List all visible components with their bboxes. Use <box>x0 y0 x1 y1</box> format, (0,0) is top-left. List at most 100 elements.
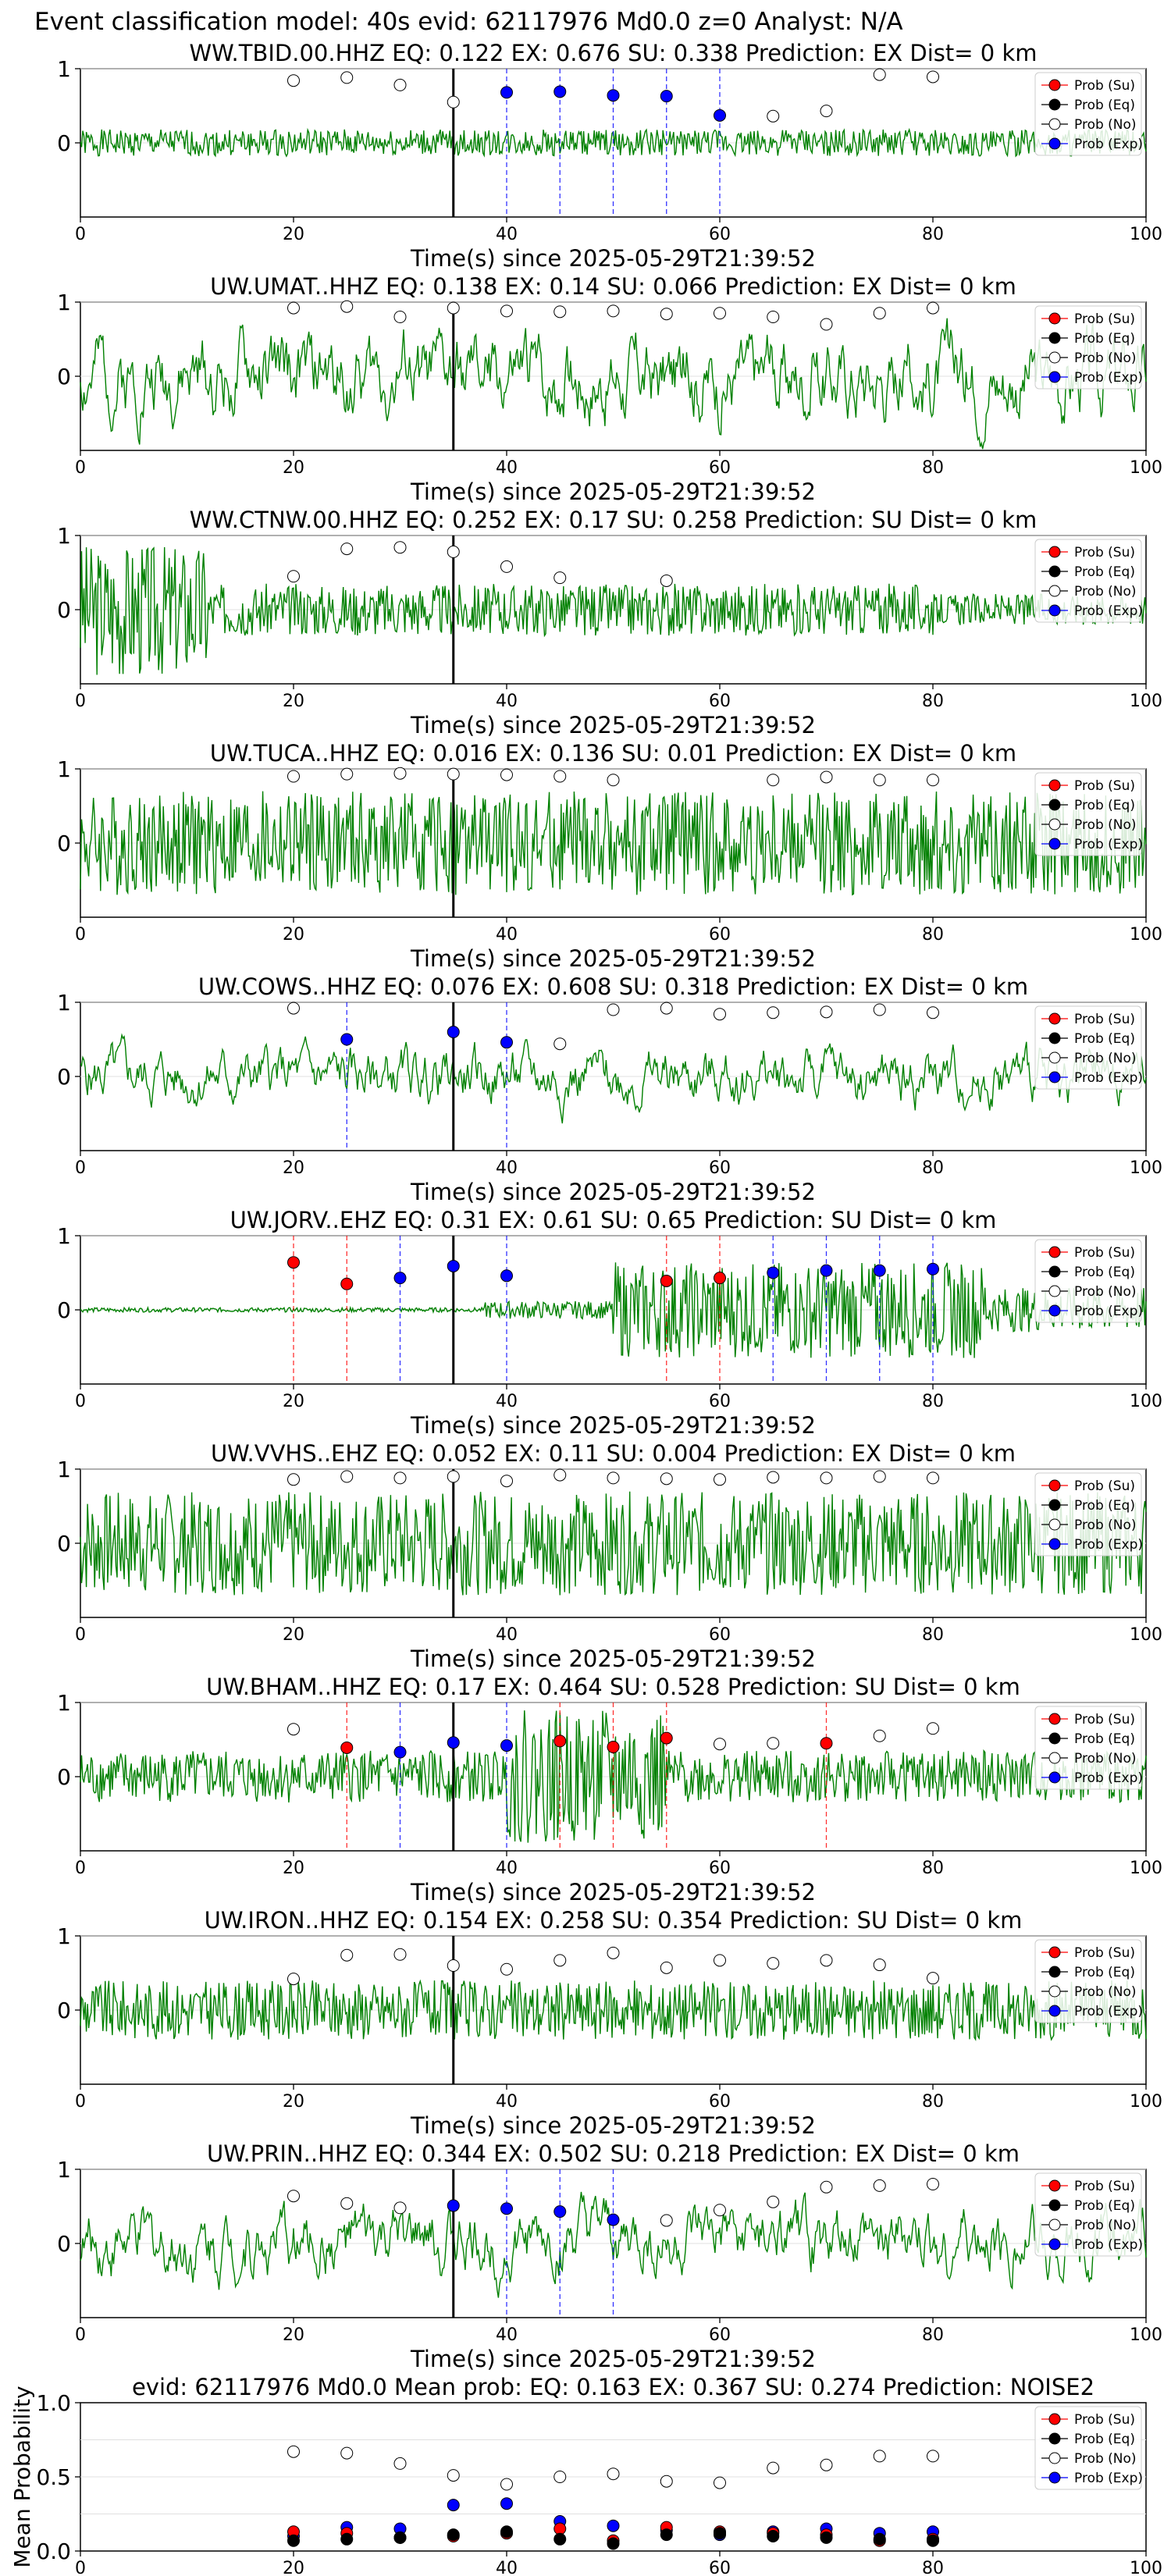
x-tick-label: 100 <box>1130 458 1162 478</box>
prob-point-no <box>714 1738 726 1751</box>
prob-point-exp <box>607 2213 620 2226</box>
legend-label: Prob (Exp) <box>1074 370 1143 386</box>
x-tick-label: 80 <box>922 692 944 711</box>
prob-point-su <box>820 1737 833 1750</box>
mean-prob-point-no <box>927 2450 939 2463</box>
x-axis-label: Time(s) since 2025-05-29T21:39:52 <box>410 1179 816 1205</box>
x-axis-label: Time(s) since 2025-05-29T21:39:52 <box>410 1879 816 1905</box>
x-tick-label: 0 <box>75 2559 86 2576</box>
legend-label: Prob (Eq) <box>1074 798 1135 813</box>
mean-prob-point-su <box>553 2522 567 2535</box>
x-axis-label: Time(s) since 2025-05-29T21:39:52 <box>410 245 816 272</box>
x-tick-label: 80 <box>922 1158 944 1178</box>
prob-point-no <box>820 1954 833 1967</box>
legend-label: Prob (Su) <box>1074 1945 1135 1961</box>
mean-prob-point-no <box>607 2467 620 2481</box>
x-tick-label: 60 <box>709 458 731 478</box>
x-tick-label: 60 <box>709 225 731 244</box>
panel-3: WW.CTNW.00.HHZ EQ: 0.252 EX: 0.17 SU: 0.… <box>57 507 1162 738</box>
x-tick-label: 80 <box>922 925 944 945</box>
legend-marker-no <box>1048 585 1061 597</box>
legend-label: Prob (Eq) <box>1074 564 1135 580</box>
prob-point-no <box>447 1959 460 1972</box>
x-tick-label: 80 <box>922 2325 944 2345</box>
y-tick-label: 1 <box>57 1457 71 1482</box>
x-tick-label: 40 <box>496 2325 518 2345</box>
y-tick-label: 0 <box>57 597 71 623</box>
legend-marker-exp <box>1048 1304 1061 1317</box>
legend-label: Prob (Exp) <box>1074 1304 1143 1319</box>
panel-title: UW.UMAT..HHZ EQ: 0.138 EX: 0.14 SU: 0.06… <box>210 273 1016 300</box>
legend-marker-eq <box>1048 98 1061 111</box>
x-axis-label: Time(s) since 2025-05-29T21:39:52 <box>410 945 816 972</box>
x-tick-label: 60 <box>709 692 731 711</box>
mean-prob-point-no <box>660 2475 673 2488</box>
legend-label: Prob (Su) <box>1074 311 1135 327</box>
y-axis-label: Mean Probability <box>9 2386 35 2567</box>
x-tick-label: 20 <box>283 1158 304 1178</box>
legend-marker-eq <box>1048 565 1061 578</box>
x-axis-label: Time(s) since 2025-05-29T21:39:52 <box>410 2346 816 2372</box>
y-tick-label: 1 <box>57 2157 71 2183</box>
prob-point-no <box>340 300 354 313</box>
prob-point-no <box>714 307 726 320</box>
prob-point-no <box>393 78 407 91</box>
prob-point-no <box>873 2179 886 2192</box>
x-tick-label: 0 <box>75 458 86 478</box>
waveform-trace <box>80 318 1147 450</box>
legend-label: Prob (No) <box>1074 350 1137 366</box>
prob-point-no <box>500 560 513 573</box>
prob-point-no <box>447 301 460 315</box>
legend-label: Prob (Exp) <box>1074 2471 1143 2486</box>
legend-marker-exp <box>1048 838 1061 850</box>
x-tick-label: 40 <box>496 1625 518 1645</box>
prob-point-no <box>820 318 833 331</box>
legend-label: Prob (Eq) <box>1074 1731 1135 1747</box>
figure-suptitle: Event classification model: 40s evid: 62… <box>34 8 903 36</box>
mean-prob-point-eq <box>660 2528 673 2542</box>
prob-point-no <box>820 1005 833 1019</box>
mean-prob-point-eq <box>393 2531 407 2544</box>
x-tick-label: 100 <box>1130 925 1162 945</box>
y-tick-label: 1.0 <box>36 2390 71 2416</box>
panel-title: UW.IRON..HHZ EQ: 0.154 EX: 0.258 SU: 0.3… <box>205 1907 1023 1934</box>
prob-point-no <box>927 774 939 787</box>
x-tick-label: 60 <box>709 2325 731 2345</box>
prob-point-no <box>767 2195 780 2208</box>
legend-marker-su <box>1048 2179 1061 2192</box>
x-tick-label: 60 <box>709 2092 731 2112</box>
legend-marker-exp <box>1048 137 1061 150</box>
x-tick-label: 80 <box>922 225 944 244</box>
x-tick-label: 80 <box>922 2559 944 2576</box>
y-tick-label: 1 <box>57 56 71 82</box>
legend-marker-no <box>1048 118 1061 130</box>
prob-point-exp <box>447 1259 460 1272</box>
mean-prob-point-exp <box>607 2519 620 2532</box>
x-tick-label: 20 <box>283 2325 304 2345</box>
legend-marker-su <box>1048 1479 1061 1492</box>
x-tick-label: 100 <box>1130 2092 1162 2112</box>
x-tick-label: 40 <box>496 1859 518 1878</box>
prob-point-exp <box>553 85 567 98</box>
x-tick-label: 0 <box>75 2325 86 2345</box>
prob-point-su <box>553 1735 567 1748</box>
mean-prob-point-eq <box>714 2527 726 2540</box>
x-tick-label: 20 <box>283 925 304 945</box>
x-tick-label: 100 <box>1130 2559 1162 2576</box>
mean-prob-point-no <box>287 2445 300 2458</box>
prob-point-no <box>927 1471 939 1485</box>
legend-box <box>1034 2406 1142 2490</box>
x-tick-label: 80 <box>922 458 944 478</box>
legend-label: Prob (Exp) <box>1074 837 1143 852</box>
y-tick-label: 0 <box>57 130 71 156</box>
waveform-trace <box>80 1710 1147 1843</box>
legend-label: Prob (No) <box>1074 817 1137 833</box>
prob-point-no <box>447 767 460 781</box>
prob-point-no <box>340 2197 354 2210</box>
y-tick-label: 1 <box>57 1690 71 1716</box>
legend-marker-su <box>1048 1246 1061 1258</box>
panel-6: UW.JORV..EHZ EQ: 0.31 EX: 0.61 SU: 0.65 … <box>57 1207 1162 1439</box>
x-tick-label: 40 <box>496 2092 518 2112</box>
mean-prob-point-no <box>714 2476 726 2489</box>
